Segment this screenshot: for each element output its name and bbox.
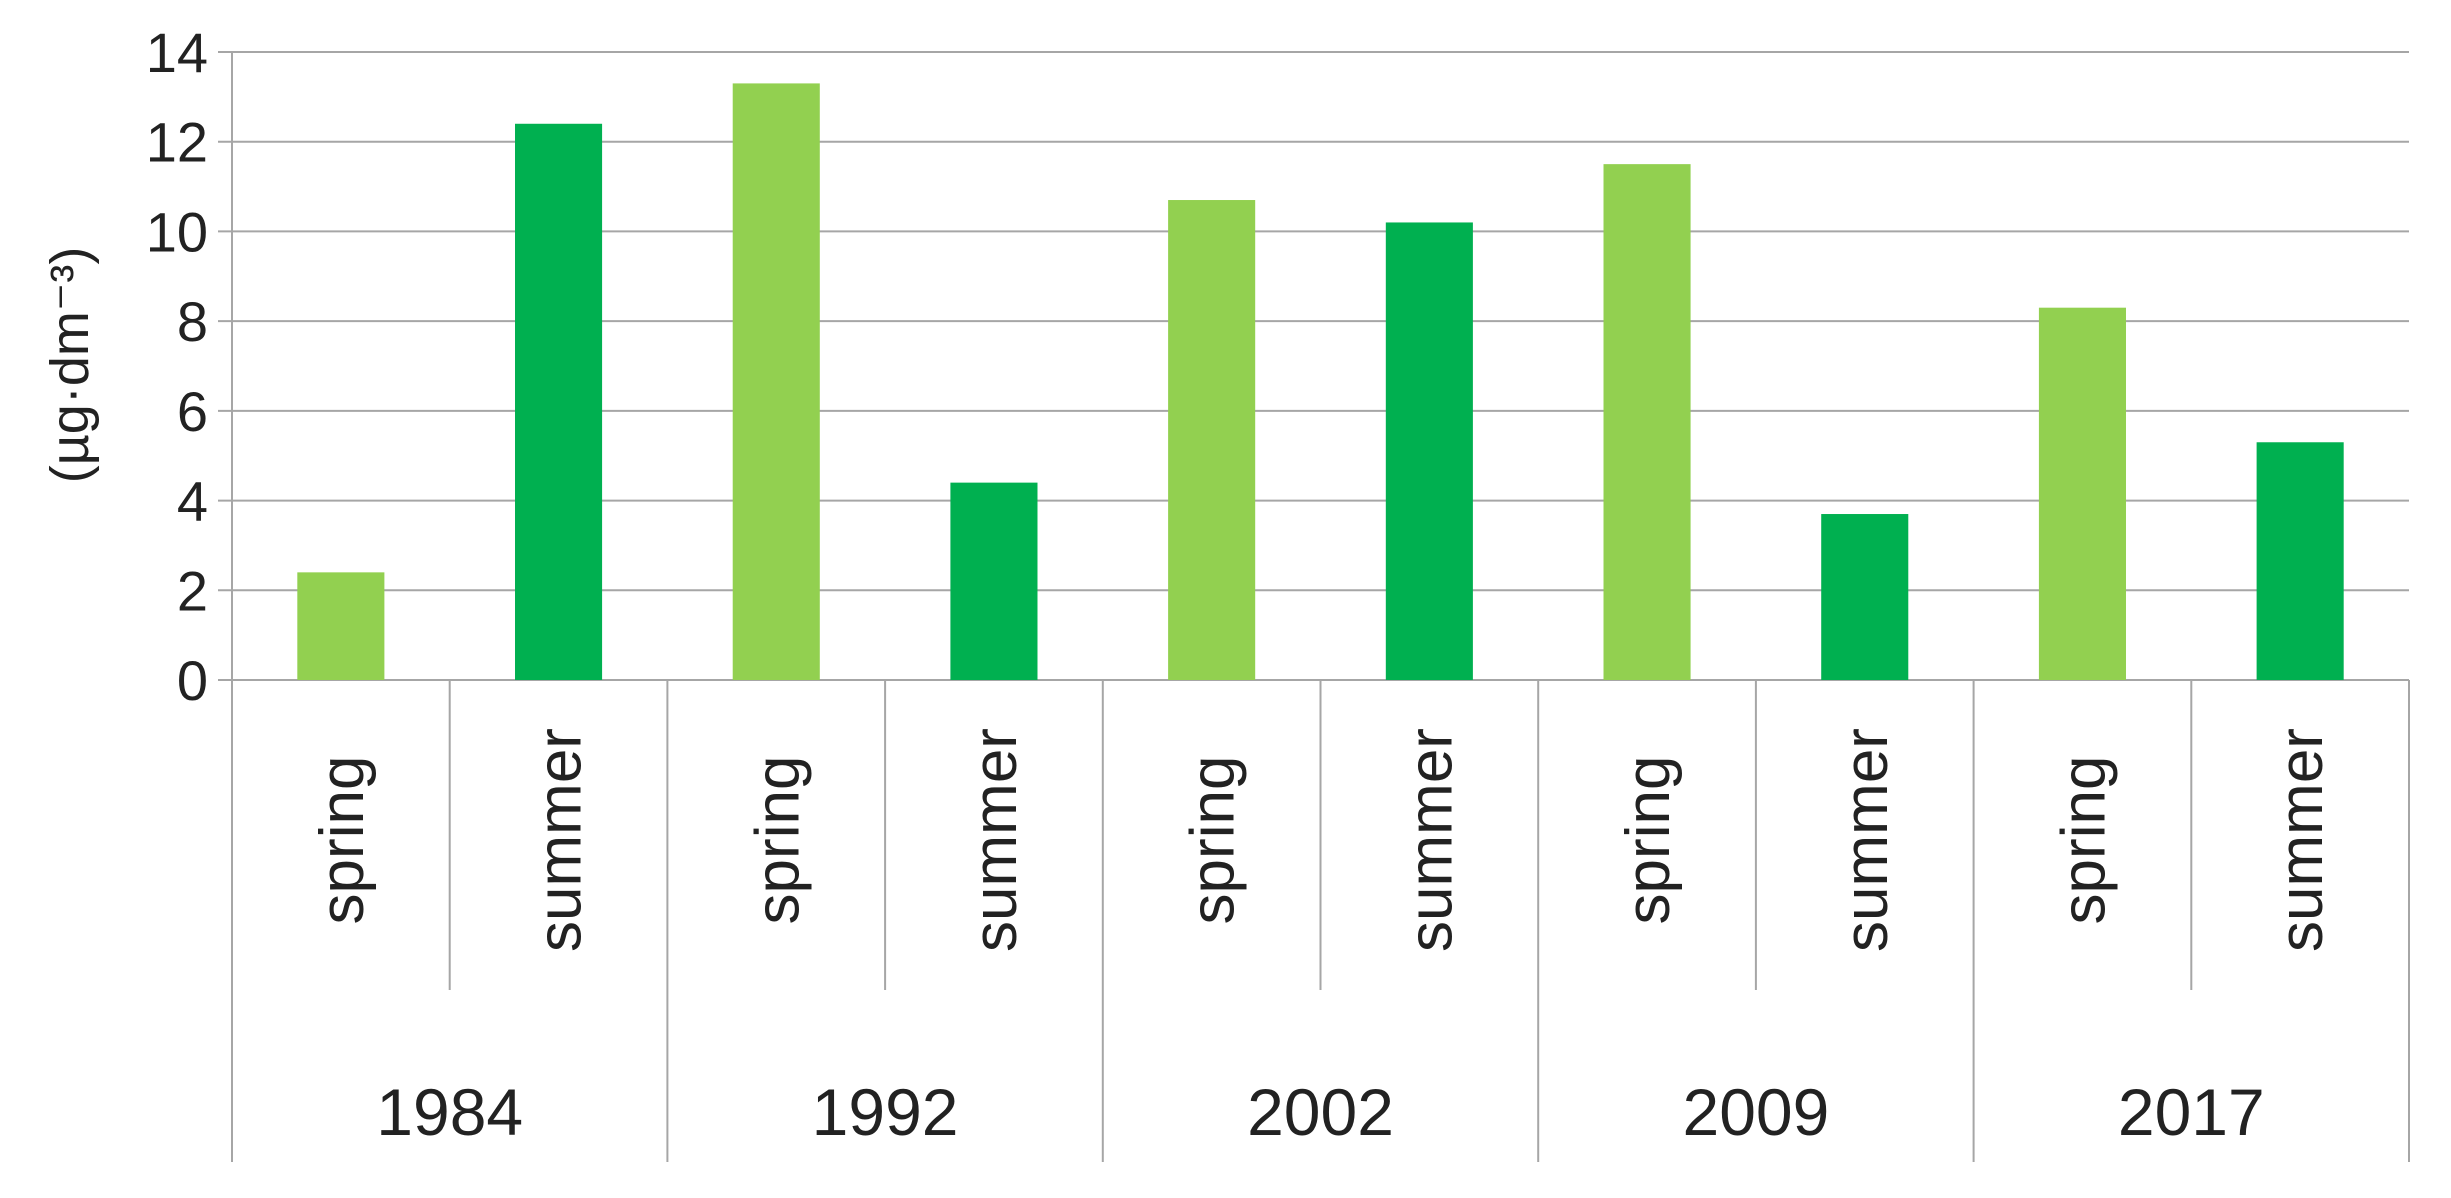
x-category-label: spring [1179,756,1248,925]
bar-2017-spring [2038,307,2126,680]
x-category-label: spring [308,756,377,925]
x-group-label: 2009 [1682,1075,1829,1149]
x-category-label: summer [961,728,1030,952]
x-group-label: 2017 [2118,1075,2265,1149]
x-axis: spring summer spring summer spring summer spri… [231,680,2410,1162]
x-group-label: 1984 [376,1075,523,1149]
bar-1992-summer [950,482,1038,680]
y-tick-label: 2 [177,559,208,622]
x-category-label: summer [1396,728,1465,952]
x-category-label: spring [2049,756,2118,925]
bar-2009-spring [1603,164,1691,681]
bar-1984-summer [515,123,603,681]
bars [297,83,2344,681]
y-tick-label: 8 [177,290,208,353]
x-category-label: spring [743,756,812,925]
y-tick-label: 0 [177,649,208,712]
bar-2009-summer [1821,514,1909,680]
y-tick-label: 12 [146,111,208,174]
y-tick-label: 4 [177,470,208,533]
y-axis-ticks: 0 2 4 6 8 10 12 14 [146,21,208,712]
y-tick-label: 14 [146,21,208,84]
bar-2002-spring [1168,200,1256,680]
x-group-label: 2002 [1247,1075,1394,1149]
x-category-label: summer [2267,728,2336,952]
x-category-label: spring [1614,756,1683,925]
x-group-label: 1992 [812,1075,959,1149]
bar-1984-spring [297,572,385,680]
y-tick-label: 10 [146,200,208,263]
bar-2017-summer [2256,442,2344,680]
bar-2002-summer [1385,222,1473,680]
y-axis-title: (µg·dm⁻³) [40,247,100,484]
x-category-label: summer [1832,728,1901,952]
bar-1992-spring [732,83,820,680]
y-tick-label: 6 [177,380,208,443]
x-category-label: summer [526,728,595,952]
